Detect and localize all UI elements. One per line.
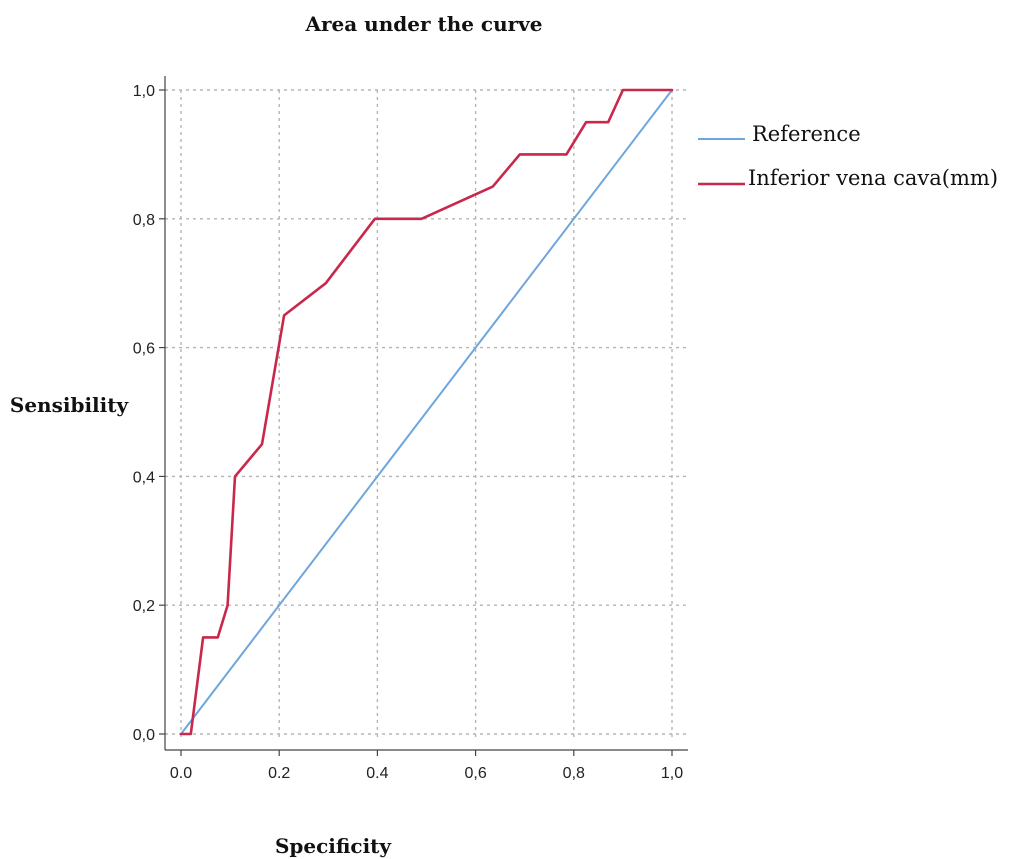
axes (164, 76, 688, 751)
y-axis-label: Sensibility (10, 393, 130, 417)
x-tick-label-2: 0.4 (366, 765, 388, 782)
y-axis-ticks: 0,0 0,2 0,4 0,6 0,8 1,0 (133, 83, 165, 744)
x-tick-label-5: 1,0 (661, 765, 683, 782)
x-axis-ticks: 0.0 0.2 0.4 0,6 0,8 1,0 (170, 750, 683, 782)
x-tick-label-0: 0.0 (170, 765, 192, 782)
legend-label-inferior-vena-cava: Inferior vena cava(mm) (748, 166, 998, 190)
y-tick-label-3: 0,6 (133, 341, 155, 358)
y-tick-label-0: 0,0 (133, 727, 155, 744)
x-tick-label-1: 0.2 (268, 765, 290, 782)
legend: Reference Inferior vena cava(mm) (698, 122, 998, 190)
x-tick-label-4: 0,8 (563, 765, 585, 782)
series-line-reference (180, 89, 673, 735)
legend-label-reference: Reference (752, 122, 861, 146)
y-tick-label-5: 1,0 (133, 83, 155, 100)
y-tick-label-2: 0,4 (133, 469, 155, 486)
chart-title: Area under the curve (304, 12, 542, 36)
x-tick-label-3: 0,6 (464, 765, 486, 782)
series-line-inferior-vena-cava (179, 88, 674, 736)
y-tick-label-1: 0,2 (133, 598, 155, 615)
x-axis-label: Specificity (275, 834, 392, 858)
series-lines (179, 88, 674, 736)
grid (165, 89, 688, 740)
y-tick-label-4: 0,8 (133, 212, 155, 229)
